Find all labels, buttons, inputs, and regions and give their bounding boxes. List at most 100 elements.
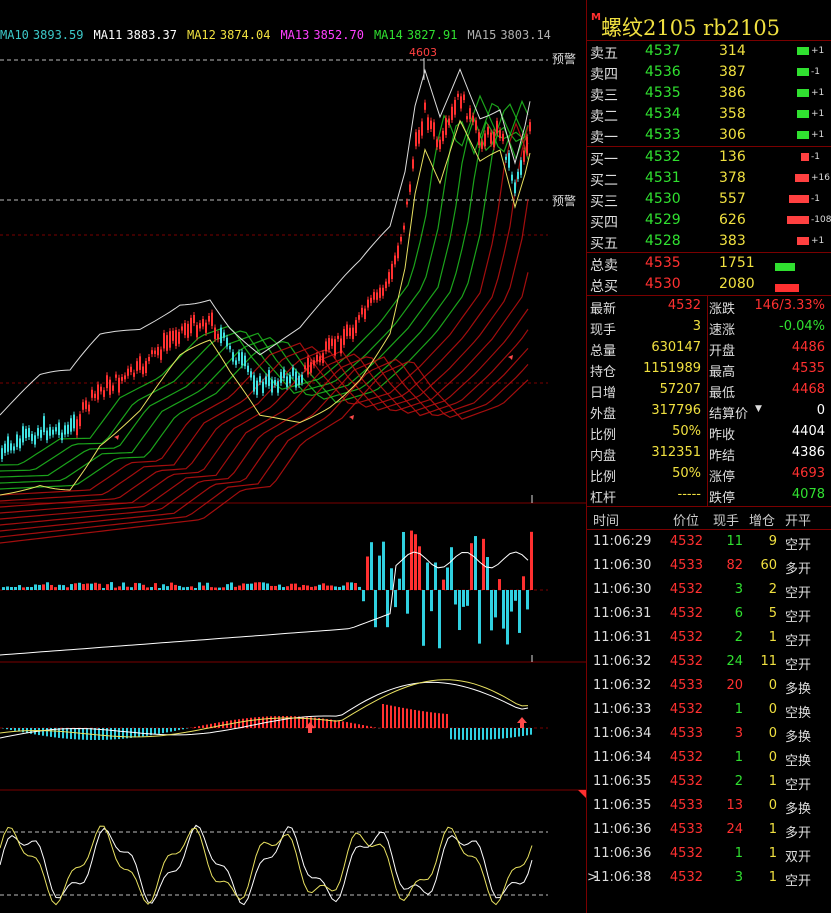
level-price[interactable]: 4535 [645,85,681,101]
macd-line [0,681,529,739]
tick-row[interactable]: 11:06:36 4532 1 1 双开 [587,842,831,866]
level-price[interactable]: 4537 [645,43,681,59]
level-row[interactable]: 卖一 4533 306 +1 [587,125,831,146]
macd-bar [182,728,184,730]
volume-bar [370,542,373,590]
tick-row[interactable]: >11:06:38 4532 3 1 空开 [587,866,831,890]
level-row[interactable]: 买一 4532 136 -1 [587,147,831,168]
tick-row[interactable]: 11:06:35 4532 2 1 空开 [587,770,831,794]
volume-bar [298,587,301,590]
volume-bar [418,546,421,590]
level-price[interactable]: 4536 [645,64,681,80]
candle-body [481,141,483,149]
tick-type: 空开 [785,778,812,793]
candle-body [436,139,438,148]
tick-row[interactable]: 11:06:34 4533 3 0 多换 [587,722,831,746]
stat-value: 1151989 [643,361,701,376]
macd-bar [106,728,108,740]
tick-time: 11:06:31 [593,606,652,621]
candle-body [451,106,453,120]
candle-body [85,400,87,409]
candle-body [178,331,180,344]
stat-label: 杠杆 [590,491,617,506]
stat-label-2: 结算价 [709,407,749,422]
alert-label-lower[interactable]: 预警 [552,194,577,208]
signal-arrow [502,355,513,365]
stat-label-2: 最低 [709,386,736,401]
tick-row[interactable]: 11:06:32 4532 24 11 空开 [587,650,831,674]
volume-bar [226,584,229,590]
alert-label-upper[interactable]: 预警 [552,52,577,66]
candle-body [505,156,507,160]
tick-type: 双开 [785,850,812,865]
candle-body [184,323,186,336]
tick-row[interactable]: 11:06:30 4532 3 2 空开 [587,578,831,602]
candle-body [256,380,258,395]
stat-value-2: 4486 [791,340,825,355]
level-row[interactable]: 卖四 4536 387 -1 [587,62,831,83]
candle-body [349,327,351,336]
level-row[interactable]: 买二 4531 378 +16 [587,168,831,189]
level-row[interactable]: 卖三 4535 386 +1 [587,83,831,104]
tick-row[interactable]: 11:06:36 4533 24 1 多开 [587,818,831,842]
macd-bar [526,728,528,736]
candle-body [25,428,27,439]
macd-bar [130,728,132,738]
macd-bar [334,720,336,728]
level-row[interactable]: 买五 4528 383 +1 [587,231,831,252]
chevron-down-icon[interactable]: ▼ [755,404,762,414]
tick-row[interactable]: 11:06:31 4532 6 5 空开 [587,602,831,626]
macd-bar [458,728,460,740]
candle-body [49,427,51,436]
kline-chart[interactable] [0,0,586,913]
level-row[interactable]: 卖二 4534 358 +1 [587,104,831,125]
volume-bar [86,583,89,590]
candle-body [154,350,156,354]
tick-row[interactable]: 11:06:32 4533 20 0 多换 [587,674,831,698]
macd-bar [210,723,212,728]
candle-body [373,292,375,300]
change-text: +1 [811,235,825,246]
tick-list[interactable]: 11:06:29 4532 11 9 空开 11:06:30 4533 82 60 多开 11:06… [587,530,831,890]
volume-bar [398,578,401,590]
level-row[interactable]: 卖五 4537 314 +1 [587,41,831,62]
col-time: 时间 [593,514,620,529]
tick-row[interactable]: 11:06:31 4532 2 1 空开 [587,626,831,650]
macd-bar [154,728,156,735]
macd-bar [278,716,280,728]
tick-row[interactable]: 11:06:34 4532 1 0 空换 [587,746,831,770]
tick-row[interactable]: 11:06:30 4533 82 60 多开 [587,554,831,578]
level-row[interactable]: 买三 4530 557 -1 [587,189,831,210]
volume-bar [514,590,517,601]
level-row[interactable]: 买四 4529 626 -108 [587,210,831,231]
volume-bar [446,567,449,590]
tick-row[interactable]: 11:06:35 4533 13 0 多换 [587,794,831,818]
level-price[interactable]: 4531 [645,170,681,186]
row-cursor: > [587,870,598,885]
candle-body [100,386,102,392]
candle-body [469,108,471,120]
level-price[interactable]: 4529 [645,212,681,228]
candle-body [190,317,192,334]
volume-bar [62,585,65,590]
candle-body [412,159,414,169]
tick-row[interactable]: 11:06:33 4532 1 0 空换 [587,698,831,722]
level-price[interactable]: 4533 [645,127,681,143]
volume-bar [346,582,349,590]
stat-value: 57207 [659,382,701,397]
level-price[interactable]: 4532 [645,149,681,165]
macd-bar [502,728,504,739]
macd-bar [330,719,332,728]
level-label: 买三 [590,194,618,210]
level-price[interactable]: 4530 [645,191,681,207]
level-price[interactable]: 4528 [645,233,681,249]
chart-pane[interactable]: MA10 3893.59 MA11 3883.37 MA12 3874.04 MA13 385… [0,0,586,913]
volume-bar [222,587,225,590]
candle-body [391,263,393,280]
macd-bar [54,728,56,738]
tick-row[interactable]: 11:06:29 4532 11 9 空开 [587,530,831,554]
macd-bar [342,721,344,728]
level-change: +1 [785,106,825,121]
level-price[interactable]: 4534 [645,106,681,122]
macd-bar [102,728,104,740]
